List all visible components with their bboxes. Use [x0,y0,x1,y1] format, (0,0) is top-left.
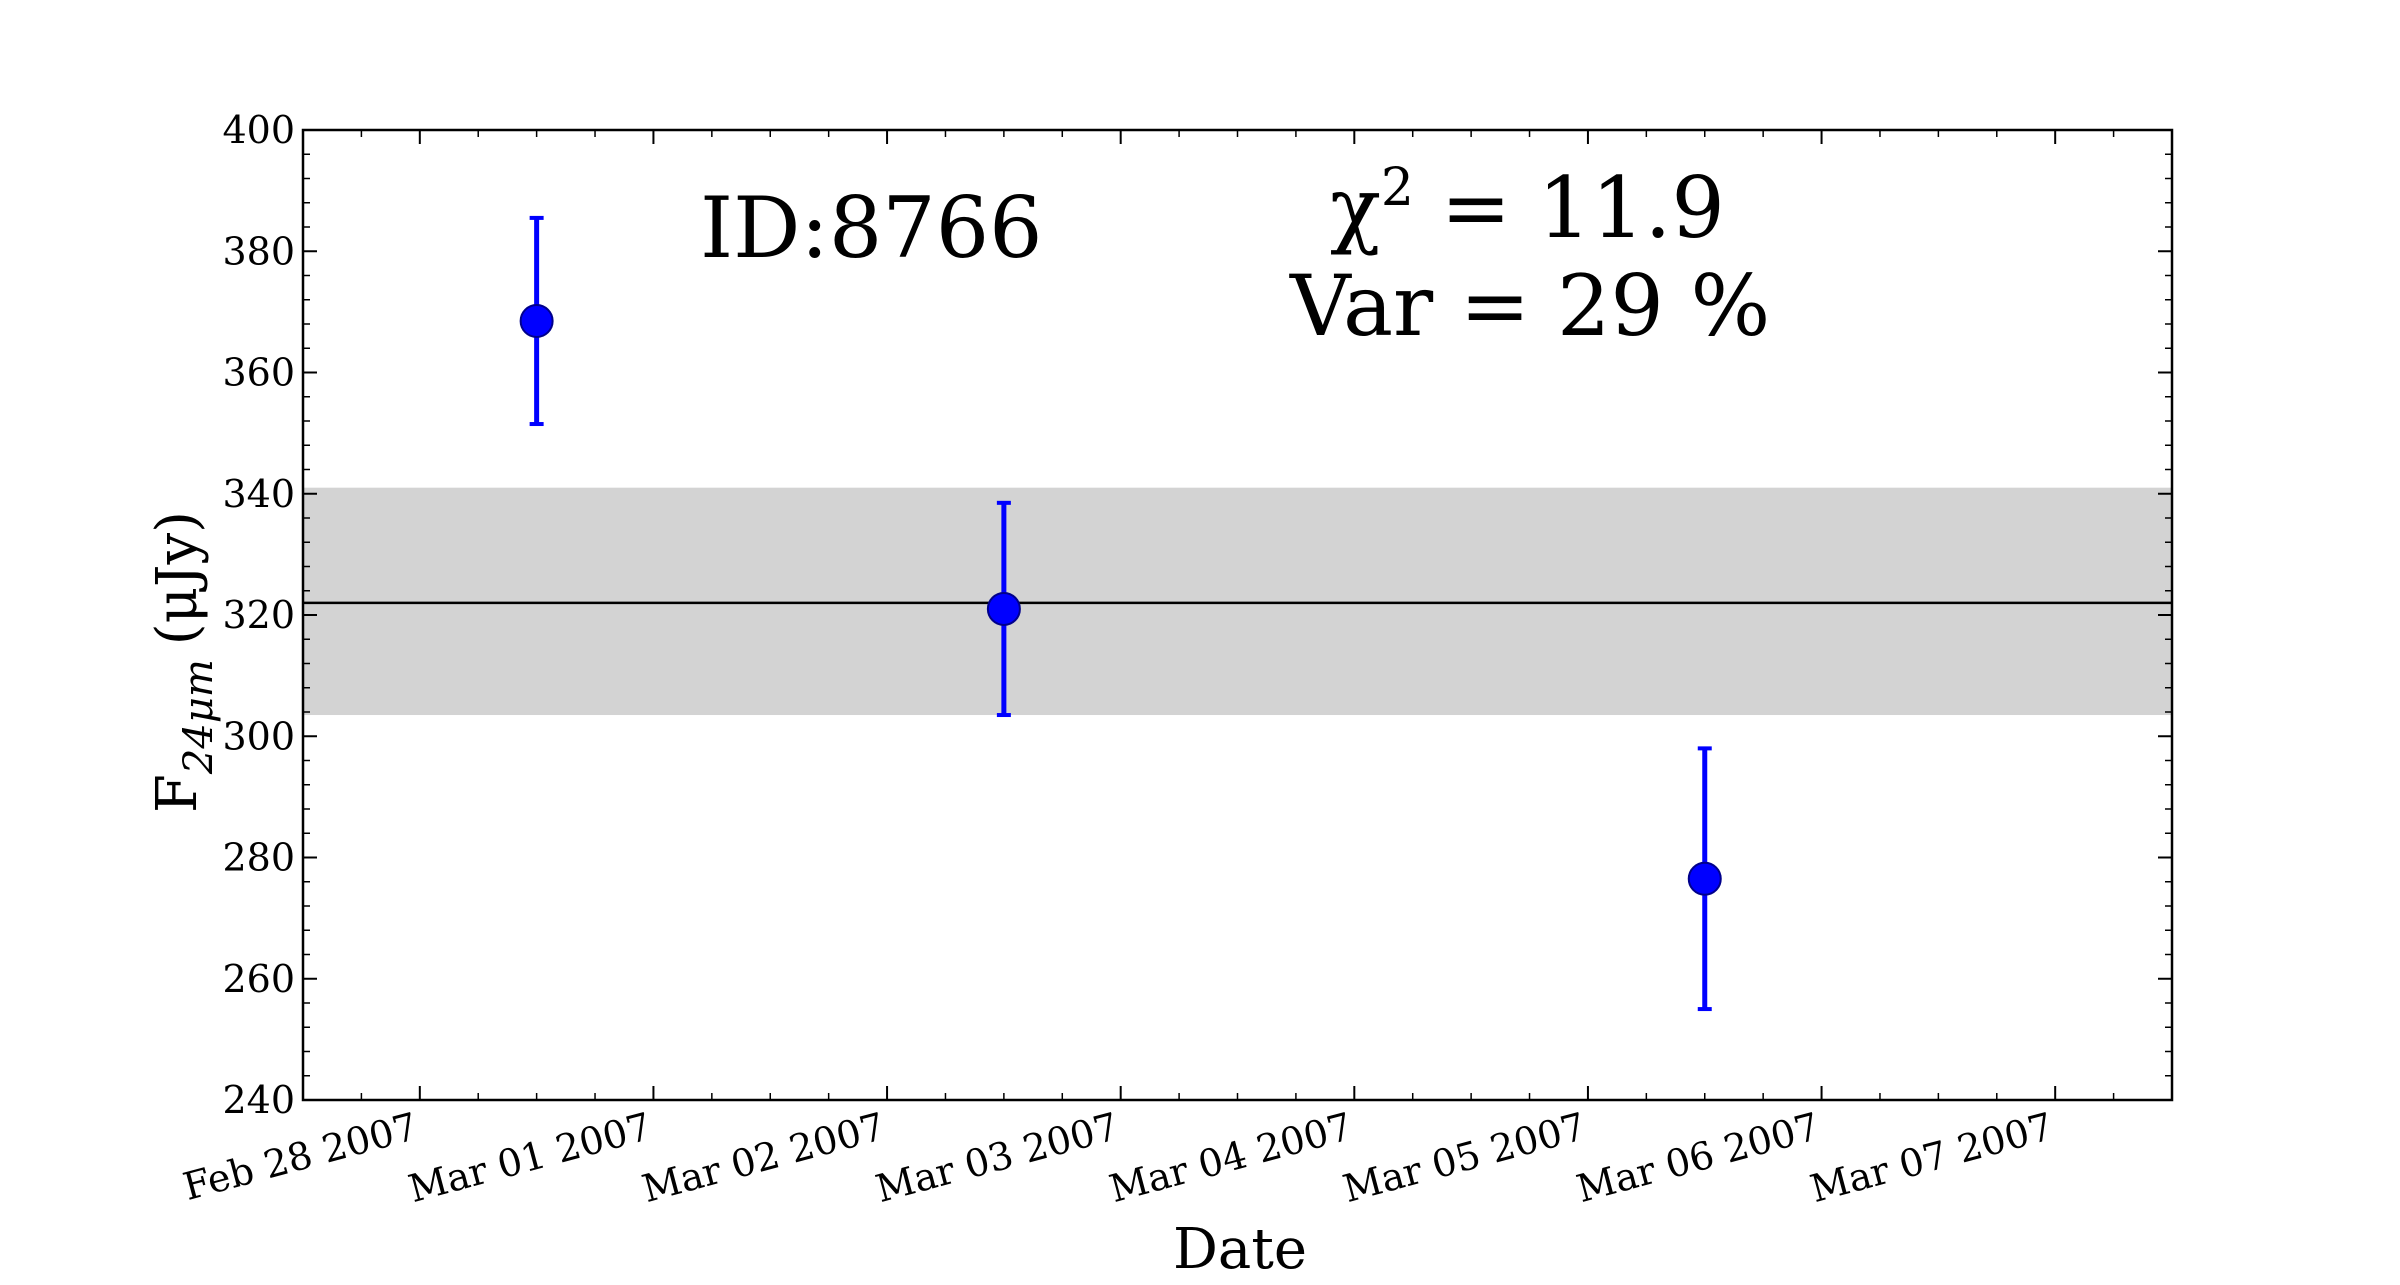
chi2-exponent: 2 [1381,158,1414,218]
y-tick-label: 400 [222,108,295,152]
y-tick-label: 260 [222,957,295,1001]
ticks-layer [303,129,2172,1101]
x-axis-label: Date [1173,1217,1307,1282]
data-point [986,591,1021,626]
id-annotation: ID:8766 [700,179,1043,277]
x-tick-label: Mar 06 2007 [1572,1104,1824,1211]
var-annotation: Var = 29 % [1289,257,1770,355]
points-layer [519,215,1722,1012]
chi2-value: = 11.9 [1414,159,1725,257]
band-layer [303,487,2172,716]
y-label-unit: (μJy) [145,511,210,645]
x-tick-label: Mar 02 2007 [638,1104,890,1211]
x-tick-label: Mar 07 2007 [1806,1104,2058,1211]
y-tick-label: 340 [222,472,295,516]
x-tick-label: Mar 04 2007 [1105,1104,1357,1211]
x-tick-label: Mar 01 2007 [404,1104,656,1211]
data-point [1687,861,1722,896]
y-label-main: F [145,774,210,813]
chi2-annotation: χ2 = 11.9 [1330,158,1725,257]
y-tick-label: 320 [222,593,295,637]
x-tick-label: Feb 28 2007 [179,1104,423,1209]
y-axis-label: F24μm (μJy) [145,511,222,813]
data-point [519,303,554,338]
uncertainty-band [303,487,2172,716]
x-tick-label: Mar 05 2007 [1338,1104,1590,1211]
y-label-subscript: 24μm [176,659,222,775]
chi2-symbol: χ [1330,159,1381,257]
y-tick-label: 300 [222,714,295,758]
x-tick-label: Mar 03 2007 [871,1104,1123,1211]
y-tick-label: 240 [222,1078,295,1122]
y-tick-label: 380 [222,229,295,273]
y-tick-label: 360 [222,351,295,395]
y-tick-label: 280 [222,836,295,880]
